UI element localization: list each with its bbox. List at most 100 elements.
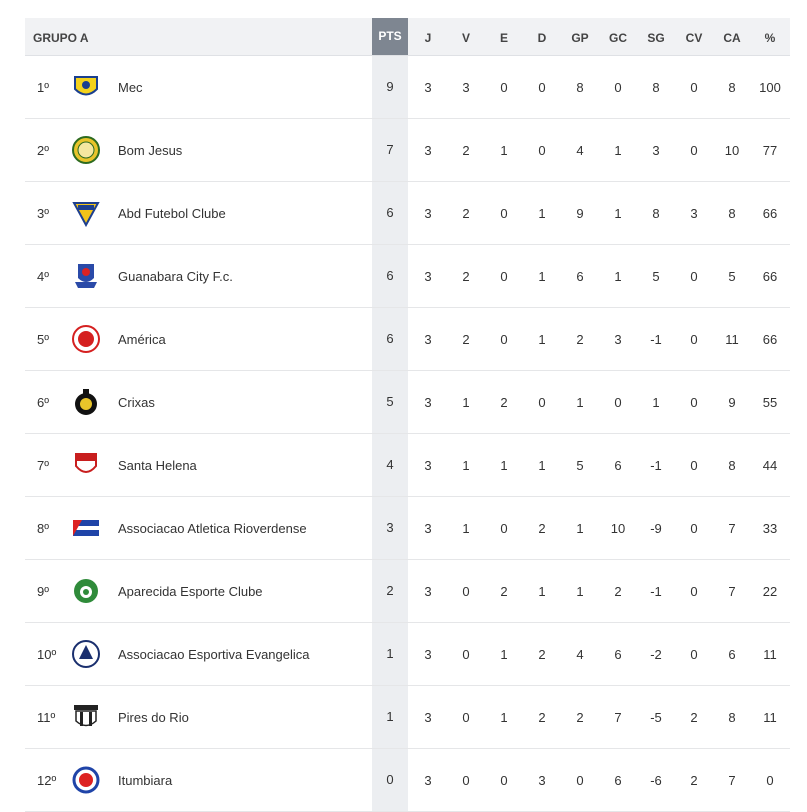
stat-d: 2 (538, 647, 546, 662)
stat-gc: 6 (614, 458, 622, 473)
stat-gp: 5 (576, 458, 584, 473)
stat-sg: 1 (652, 395, 660, 410)
col-header-v[interactable]: V (461, 31, 470, 45)
team-name[interactable]: América (118, 332, 166, 347)
col-header-sg[interactable]: SG (647, 31, 665, 45)
position: 12º (37, 773, 57, 788)
team-name[interactable]: Mec (118, 80, 143, 95)
position: 9º (37, 584, 49, 599)
stat-cv: 2 (690, 773, 698, 788)
position: 1º (37, 80, 49, 95)
col-header-cv[interactable]: CV (685, 31, 703, 45)
stat-pct: 33 (762, 521, 778, 536)
rioverdense-crest-icon (72, 514, 100, 542)
stat-gc: 7 (614, 710, 622, 725)
team-name[interactable]: Pires do Rio (118, 710, 189, 725)
stat-v: 0 (462, 647, 470, 662)
table-row[interactable]: 12º Itumbiara 0 3 0 0 3 0 6 -6 2 7 0 (25, 749, 790, 812)
table-row[interactable]: 6º Crixas 5 3 1 2 0 1 0 1 0 9 55 (25, 371, 790, 434)
team-name[interactable]: Bom Jesus (118, 143, 183, 158)
stat-j: 3 (424, 395, 432, 410)
table-row[interactable]: 7º Santa Helena 4 3 1 1 1 5 6 -1 0 8 44 (25, 434, 790, 497)
team-name[interactable]: Aparecida Esporte Clube (118, 584, 263, 599)
stat-sg: -6 (650, 773, 662, 788)
table-row[interactable]: 9º Aparecida Esporte Clube 2 3 0 2 1 1 2 -1 0 7 22 (25, 560, 790, 623)
abd-crest-icon (72, 199, 100, 227)
stat-e: 0 (500, 206, 508, 221)
stat-v: 0 (462, 584, 470, 599)
col-header-e[interactable]: E (499, 31, 508, 45)
table-row[interactable]: 4º Guanabara City F.c. 6 3 2 0 1 6 1 5 0 5 66 (25, 245, 790, 308)
col-header-d[interactable]: D (537, 31, 547, 45)
stat-pct: 11 (763, 710, 777, 725)
stat-ca: 11 (725, 332, 739, 347)
team-name[interactable]: Itumbiara (118, 773, 173, 788)
stat-ca: 8 (728, 80, 736, 95)
stat-pct: 44 (762, 458, 778, 473)
table-row[interactable]: 11º Pires do Rio 1 3 0 1 2 2 7 -5 2 8 11 (25, 686, 790, 749)
aparecida-crest-icon (72, 577, 100, 605)
col-header-ca[interactable]: CA (723, 31, 741, 45)
stat-sg: -1 (650, 584, 662, 599)
group-title: GRUPO A (33, 31, 89, 45)
stat-pts: 4 (372, 434, 408, 496)
col-header-gc[interactable]: GC (609, 31, 627, 45)
col-header-gp[interactable]: GP (571, 31, 589, 45)
stat-d: 3 (538, 773, 546, 788)
stat-ca: 5 (728, 269, 736, 284)
stat-d: 2 (538, 710, 546, 725)
stat-j: 3 (424, 710, 432, 725)
position: 7º (37, 458, 49, 473)
stat-gp: 8 (576, 80, 584, 95)
stat-d: 1 (538, 269, 546, 284)
stat-j: 3 (424, 773, 432, 788)
team-name[interactable]: Santa Helena (118, 458, 197, 473)
stat-d: 0 (538, 143, 546, 158)
table-body: 1º Mec 9 3 3 0 0 8 0 8 0 8 100 2º Bom Jesus 7 3 2 1 0 4 1 3 0 10… (25, 56, 790, 812)
position: 3º (37, 206, 49, 221)
stat-pct: 11 (763, 647, 777, 662)
stat-e: 0 (500, 80, 508, 95)
stat-sg: 8 (652, 206, 660, 221)
stat-gp: 6 (576, 269, 584, 284)
team-name[interactable]: Associacao Atletica Rioverdense (118, 521, 307, 536)
stat-j: 3 (424, 332, 432, 347)
col-header-pts[interactable]: PTS (372, 18, 408, 55)
team-name[interactable]: Guanabara City F.c. (118, 269, 233, 284)
table-row[interactable]: 10º Associacao Esportiva Evangelica 1 3 0 1 2 4… (25, 623, 790, 686)
table-row[interactable]: 3º Abd Futebol Clube 6 3 2 0 1 9 1 8 3 8 66 (25, 182, 790, 245)
team-name[interactable]: Abd Futebol Clube (118, 206, 226, 221)
stat-gc: 0 (614, 395, 622, 410)
stat-cv: 0 (690, 143, 698, 158)
stat-cv: 0 (690, 332, 698, 347)
stat-sg: -1 (650, 458, 662, 473)
stat-j: 3 (424, 206, 432, 221)
stat-pct: 77 (762, 143, 778, 158)
team-name[interactable]: Crixas (118, 395, 155, 410)
stat-gc: 1 (614, 269, 622, 284)
stat-gc: 3 (614, 332, 622, 347)
stat-cv: 2 (690, 710, 698, 725)
table-row[interactable]: 1º Mec 9 3 3 0 0 8 0 8 0 8 100 (25, 56, 790, 119)
stat-pts: 0 (372, 749, 408, 811)
stat-cv: 0 (690, 269, 698, 284)
stat-v: 1 (462, 521, 470, 536)
team-name[interactable]: Associacao Esportiva Evangelica (118, 647, 310, 662)
stat-gc: 6 (614, 773, 622, 788)
stat-pts: 9 (372, 56, 408, 118)
table-row[interactable]: 2º Bom Jesus 7 3 2 1 0 4 1 3 0 10 77 (25, 119, 790, 182)
col-header-j[interactable]: J (424, 31, 432, 45)
stat-ca: 8 (728, 206, 736, 221)
position: 8º (37, 521, 49, 536)
stat-j: 3 (424, 584, 432, 599)
position: 11º (37, 710, 56, 725)
stat-sg: 8 (652, 80, 660, 95)
stat-j: 3 (424, 269, 432, 284)
stat-ca: 10 (724, 143, 740, 158)
stat-cv: 0 (690, 80, 698, 95)
table-row[interactable]: 5º América 6 3 2 0 1 2 3 -1 0 11 66 (25, 308, 790, 371)
stat-e: 1 (500, 143, 508, 158)
col-header-pct[interactable]: % (764, 31, 776, 45)
stat-cv: 3 (690, 206, 698, 221)
table-row[interactable]: 8º Associacao Atletica Rioverdense 3 3 1 0 2 1 1… (25, 497, 790, 560)
